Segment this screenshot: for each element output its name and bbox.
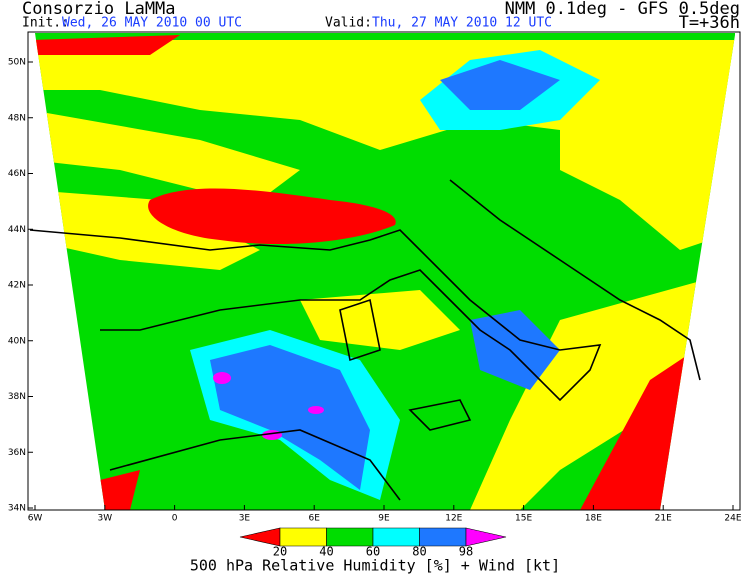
colorbar-segment bbox=[279, 527, 327, 547]
lon-label: 6W bbox=[28, 514, 43, 524]
lon-label: 12E bbox=[445, 514, 462, 524]
init-value: Wed, 26 MAY 2010 00 UTC bbox=[62, 16, 242, 31]
lat-label: 44N bbox=[8, 225, 26, 235]
colorbar-segment bbox=[465, 527, 507, 547]
colorbar-label: 80 bbox=[412, 545, 426, 559]
lon-label: 21E bbox=[655, 514, 672, 524]
lat-label: 48N bbox=[8, 113, 26, 123]
colorbar-label: 60 bbox=[366, 545, 380, 559]
colorbar-label: 40 bbox=[319, 545, 333, 559]
legend-title: 500 hPa Relative Humidity [%] + Wind [kt… bbox=[190, 557, 560, 575]
colorbar-segment bbox=[419, 527, 467, 547]
lat-label: 34N bbox=[8, 504, 26, 514]
lat-label: 38N bbox=[8, 392, 26, 402]
humidity-field bbox=[35, 33, 735, 510]
lat-label: 40N bbox=[8, 336, 26, 346]
lon-label: 15E bbox=[515, 514, 532, 524]
lead-time: T=+36h bbox=[679, 13, 740, 33]
title: Consorzio LaMMa bbox=[22, 0, 176, 19]
colorbar-label: 98 bbox=[459, 545, 473, 559]
valid-label: Valid: bbox=[325, 16, 372, 31]
lat-label: 36N bbox=[8, 448, 26, 458]
colorbar-segment bbox=[326, 527, 374, 547]
model: NMM 0.1deg - GFS 0.5deg bbox=[505, 0, 740, 19]
colorbar-label: 20 bbox=[273, 545, 287, 559]
lat-label: 46N bbox=[8, 169, 26, 179]
init-label: Init.: bbox=[22, 16, 69, 31]
lon-label: 18E bbox=[585, 514, 602, 524]
lon-label: 3E bbox=[239, 514, 251, 524]
lat-label: 50N bbox=[8, 58, 26, 68]
lon-label: 3W bbox=[97, 514, 112, 524]
lon-label: 9E bbox=[378, 514, 390, 524]
lat-label: 42N bbox=[8, 281, 26, 291]
coastlines bbox=[29, 179, 701, 501]
lon-label: 24E bbox=[724, 514, 741, 524]
lon-label: 0 bbox=[172, 514, 178, 524]
colorbar-segment bbox=[372, 527, 420, 547]
valid-value: Thu, 27 MAY 2010 12 UTC bbox=[372, 16, 552, 31]
lon-label: 6E bbox=[308, 514, 320, 524]
